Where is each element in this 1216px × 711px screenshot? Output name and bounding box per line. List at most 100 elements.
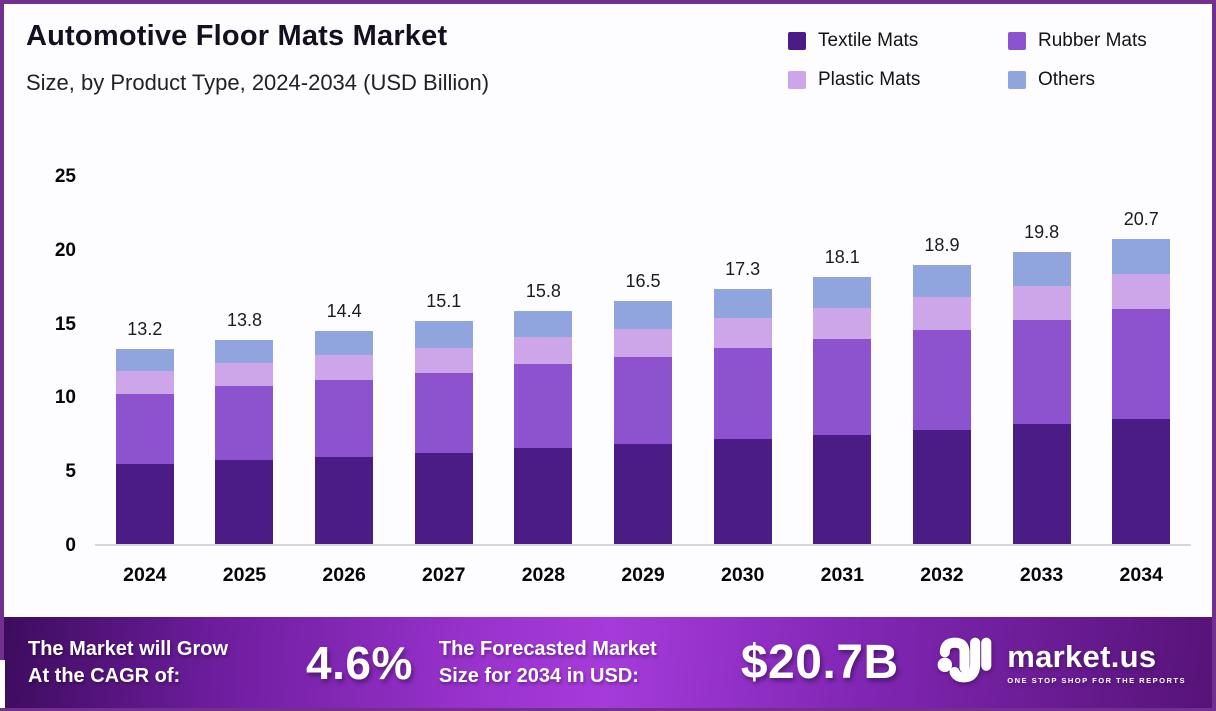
banner-left-notch (0, 660, 5, 708)
x-tick-label-2033: 2033 (1019, 564, 1064, 586)
forecast-caption: The Forecasted Market Size for 2034 in U… (439, 636, 741, 689)
bar-segment-others (1012, 251, 1071, 286)
x-tick-label-2034: 2034 (1119, 564, 1163, 586)
bar-segment-rubber-mats (414, 372, 473, 453)
bar-total-label-2030: 17.3 (725, 258, 761, 279)
bar-segment-others (1112, 238, 1171, 274)
bar-segment-textile-mats (813, 434, 872, 544)
bar-total-label-2032: 18.9 (924, 234, 960, 255)
bar-slot-2029: 16.5 (593, 177, 693, 544)
bar-slot-2031: 18.1 (792, 177, 892, 544)
forecast-value: $20.7B (740, 636, 899, 689)
cagr-caption: The Market will Grow At the CAGR of: (28, 636, 306, 689)
bar-segment-textile-mats (713, 439, 772, 544)
bar-segment-plastic-mats (1012, 285, 1071, 320)
bar-total-label-2031: 18.1 (824, 246, 860, 267)
cagr-caption-line1: The Market will Grow (28, 638, 229, 661)
bar-segment-plastic-mats (215, 362, 274, 387)
bar-segment-rubber-mats (115, 393, 174, 465)
bar-segment-textile-mats (614, 443, 673, 544)
legend-swatch (1008, 71, 1026, 89)
bar-segment-textile-mats (514, 448, 573, 544)
bar-2027 (414, 321, 473, 544)
bar-2032 (912, 264, 971, 544)
bar-segment-rubber-mats (614, 356, 673, 444)
bar-2034 (1112, 238, 1171, 544)
y-tick-label-15: 15 (54, 313, 76, 335)
bar-segment-rubber-mats (713, 347, 772, 440)
bar-segment-others (215, 340, 274, 363)
x-tick-label-2031: 2031 (820, 564, 864, 586)
bar-segment-others (912, 264, 971, 298)
x-tick-label-2027: 2027 (422, 564, 466, 586)
bar-segment-others (315, 331, 374, 356)
bar-segment-rubber-mats (1012, 319, 1071, 425)
x-tick-label-2026: 2026 (322, 564, 366, 586)
page-title: Automotive Floor Mats Market (26, 20, 448, 52)
legend: Textile Mats Rubber Mats Plastic Mats Other… (788, 30, 1186, 91)
brand-tagline: ONE STOP SHOP FOR THE REPORTS (1007, 675, 1186, 685)
bar-segment-textile-mats (315, 456, 374, 544)
bar-2024 (115, 349, 174, 544)
footer-banner: The Market will Grow At the CAGR of: 4.6… (0, 617, 1212, 708)
legend-item-others: Others (1008, 69, 1186, 91)
bar-segment-plastic-mats (514, 337, 573, 365)
legend-swatch (788, 71, 806, 89)
bar-slot-2032: 18.9 (892, 177, 992, 544)
bar-segment-plastic-mats (813, 307, 872, 339)
bar-segment-plastic-mats (315, 355, 374, 381)
y-tick-label-25: 25 (54, 166, 76, 187)
bar-segment-rubber-mats (813, 338, 872, 435)
bar-slot-2026: 14.4 (294, 177, 394, 544)
plot-area: 13.2 13.8 14.4 15.1 15.8 16.5 17.3 18.1 18.9 19.8… (95, 177, 1191, 546)
bar-slot-2034: 20.7 (1091, 177, 1191, 544)
bar-segment-rubber-mats (912, 329, 971, 431)
bar-segment-plastic-mats (1112, 273, 1171, 310)
bar-slot-2033: 19.8 (992, 177, 1092, 544)
bar-slot-2027: 15.1 (394, 177, 494, 544)
bar-total-label-2025: 13.8 (226, 310, 262, 331)
bar-segment-rubber-mats (1112, 309, 1171, 419)
x-tick-label-2030: 2030 (720, 564, 765, 586)
x-tick-label-2032: 2032 (920, 564, 964, 586)
brand-name: market.us (1007, 638, 1157, 674)
brand-logo: market.us ONE STOP SHOP FOR THE REPORTS (937, 634, 1186, 691)
bar-segment-rubber-mats (514, 364, 573, 449)
bar-segment-others (115, 349, 174, 372)
y-tick-label-20: 20 (54, 239, 76, 261)
bar-total-label-2024: 13.2 (127, 319, 163, 340)
y-tick-label-10: 10 (54, 387, 76, 409)
bar-2026 (315, 331, 374, 544)
bar-total-label-2028: 15.8 (525, 280, 561, 301)
legend-swatch (788, 32, 806, 50)
legend-item-textile-mats: Textile Mats (788, 30, 1008, 52)
bar-2025 (215, 340, 274, 544)
bar-segment-plastic-mats (115, 371, 174, 394)
bar-segment-plastic-mats (713, 318, 772, 348)
bar-2031 (813, 276, 872, 544)
bar-slot-2024: 13.2 (95, 177, 195, 544)
x-tick-label-2024: 2024 (123, 564, 167, 586)
cagr-caption-line2: At the CAGR of: (28, 664, 181, 687)
page-subtitle: Size, by Product Type, 2024-2034 (USD Bi… (26, 70, 490, 95)
bar-segment-textile-mats (414, 452, 473, 544)
bar-slot-2028: 15.8 (494, 177, 594, 544)
legend-label: Others (1038, 69, 1096, 90)
bar-segment-others (414, 321, 473, 348)
forecast-caption-line2: Size for 2034 in USD: (438, 664, 639, 687)
legend-item-plastic-mats: Plastic Mats (788, 69, 1008, 91)
bar-segment-plastic-mats (912, 297, 971, 330)
legend-item-rubber-mats: Rubber Mats (1008, 30, 1186, 52)
bar-segment-textile-mats (115, 464, 174, 544)
bar-segment-rubber-mats (315, 380, 374, 457)
bar-total-label-2026: 14.4 (326, 301, 362, 322)
bar-segment-rubber-mats (215, 386, 274, 460)
bar-segment-textile-mats (215, 459, 274, 544)
bar-2029 (614, 300, 673, 544)
bar-segment-textile-mats (1012, 424, 1071, 544)
bar-slot-2025: 13.8 (195, 177, 295, 544)
bar-segment-plastic-mats (614, 328, 673, 357)
bar-2033 (1012, 251, 1071, 544)
x-axis-labels: 2024 2025 2026 2027 2028 2029 2030 2031 2032 2033… (95, 564, 1191, 587)
